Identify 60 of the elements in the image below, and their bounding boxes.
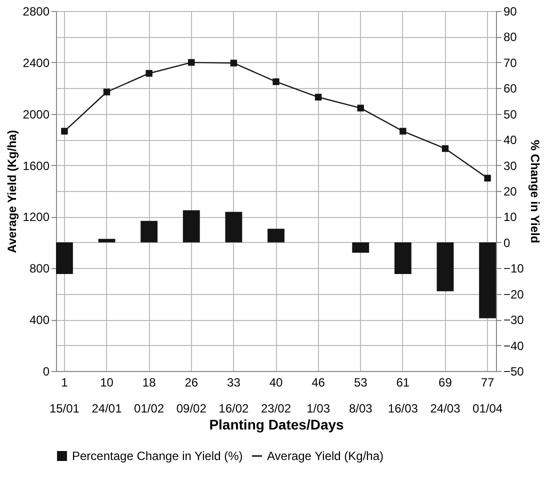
bar (225, 212, 242, 242)
y2-tick-label: 20 (504, 184, 518, 198)
x-tick-label: 69 24/03 (430, 376, 461, 416)
y2-tick-label: 80 (504, 30, 518, 44)
bar (140, 220, 158, 242)
point (314, 94, 322, 100)
y2-tick-label: −50 (504, 364, 524, 378)
y2-axis-title: % Change in Yield (528, 140, 542, 244)
x-tick-label: 18 01/02 (134, 376, 164, 416)
bar (182, 210, 200, 242)
y-tick-label: 800 (29, 262, 50, 276)
y-tick-label: 2400 (22, 56, 50, 70)
y-tick-label: 1200 (22, 210, 50, 224)
point (484, 174, 491, 182)
bar (479, 242, 496, 318)
y-tick-label: 1600 (22, 158, 50, 173)
y2-tick-label: 90 (504, 4, 518, 18)
x-tick-label: 46 1/03 (306, 376, 330, 416)
bar (56, 242, 73, 274)
x-tick-label: 26 09/02 (176, 376, 207, 416)
y2-tick-label: −20 (504, 287, 524, 302)
y2-tick-label: 10 (504, 210, 518, 224)
y-tick-label: 400 (29, 313, 50, 328)
point (357, 104, 364, 112)
bar (268, 228, 284, 242)
x-tick-label: 33 16/02 (218, 376, 250, 416)
y-tick-label: 0 (42, 364, 50, 378)
x-tick-label: 77 01/04 (472, 376, 503, 416)
point (272, 78, 280, 86)
y-tick-label: 2000 (22, 107, 50, 122)
point (146, 70, 152, 77)
y2-tick-label: −10 (504, 262, 524, 276)
y2-tick-label: 0 (504, 236, 510, 250)
x-tick-label: 10 24/01 (92, 376, 122, 416)
x-tick-label: 40 23/02 (260, 376, 292, 416)
bar (98, 238, 116, 242)
y-axis-title: Average Yield (Kg/ha) (4, 130, 19, 253)
point (103, 88, 110, 96)
legend-label: Average Yield (Kg/ha) (267, 449, 384, 463)
point (400, 128, 406, 135)
x-tick-label: 1 15/01 (49, 376, 80, 416)
y2-tick-label: 50 (504, 107, 518, 122)
y2-tick-label: −40 (504, 338, 524, 353)
point (230, 60, 238, 66)
bar (394, 242, 412, 274)
point (442, 145, 449, 152)
x-axis-title: Planting Dates/Days (209, 416, 344, 432)
legend-label: Percentage Change in Yield (%) (72, 449, 243, 463)
point (61, 128, 68, 135)
y2-tick-label: 70 (504, 56, 518, 70)
bar (352, 242, 370, 253)
bar (436, 242, 454, 292)
point (188, 59, 195, 66)
x-tick-label: 61 16/03 (388, 376, 418, 416)
y2-tick-label: 30 (504, 158, 518, 173)
y-tick-label: 2800 (22, 4, 50, 18)
y2-tick-label: 40 (504, 133, 518, 148)
y2-tick-label: −30 (504, 313, 524, 328)
y2-tick-label: 60 (504, 82, 518, 96)
x-tick-label: 53 8/03 (348, 376, 373, 416)
